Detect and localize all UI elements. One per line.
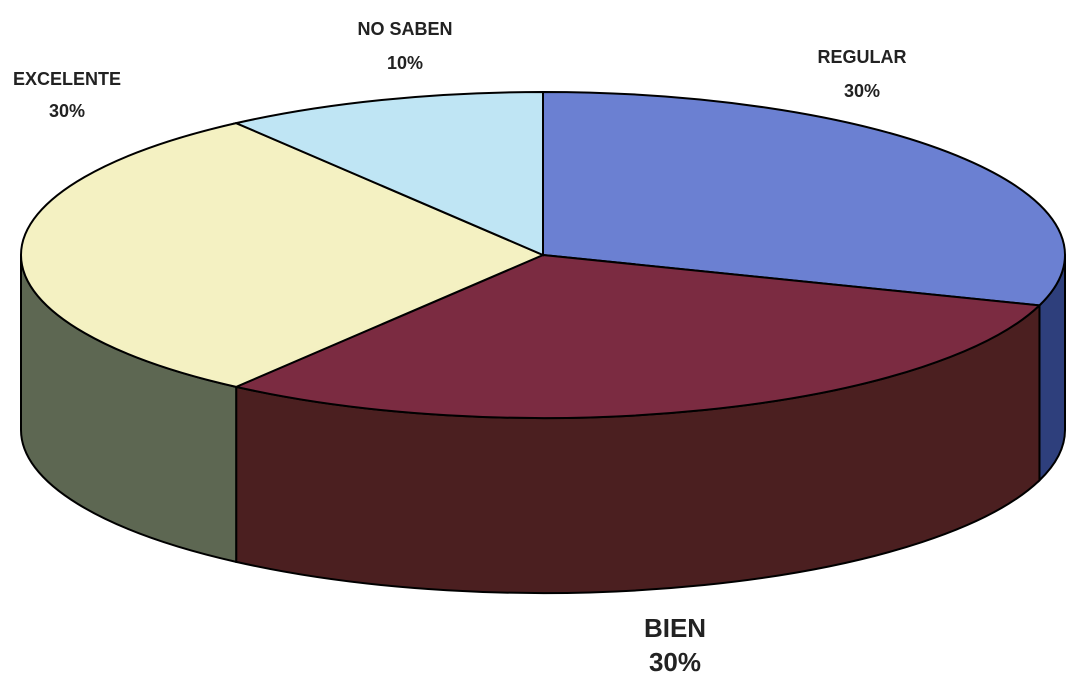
- slice: [232, 253, 1042, 419]
- slice: [542, 90, 1066, 307]
- slice-label: NO SABEN: [357, 19, 452, 39]
- slice-label: EXCELENTE: [13, 69, 121, 89]
- slice-value-label: 30%: [49, 101, 85, 121]
- slice-value-label: 30%: [844, 81, 880, 101]
- slice-value-label: 30%: [649, 647, 701, 677]
- slice: [232, 90, 544, 257]
- slice: [20, 122, 546, 388]
- slice-label: BIEN: [644, 613, 706, 643]
- slice-label: REGULAR: [818, 47, 907, 67]
- slice-value-label: 10%: [387, 53, 423, 73]
